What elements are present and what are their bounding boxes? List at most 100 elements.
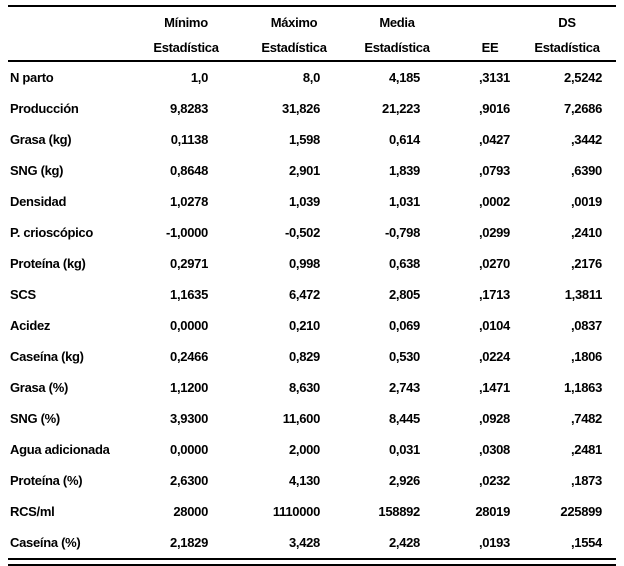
- header-row-stats: Estadística Estadística Estadística EE Estad…: [8, 35, 616, 62]
- value-cell: 1,0278: [170, 194, 208, 209]
- value-cell: 6,472: [288, 287, 320, 302]
- value-cell: 1,3811: [564, 287, 603, 302]
- header-group-media: Media: [379, 15, 415, 30]
- header-stat-estadistica-2: Estadística: [242, 35, 346, 62]
- row-label: SNG (%): [10, 411, 60, 426]
- value-cell: 0,069: [388, 318, 420, 333]
- value-cell: 11,600: [282, 411, 321, 426]
- value-cell: 2,1829: [130, 527, 242, 560]
- value-cell: 158892: [378, 504, 420, 519]
- value-cell: 2,743: [388, 380, 420, 395]
- table-row-proteina: Proteína (%) 2,6300 4,130 2,926 ,0232 ,1873: [8, 465, 616, 496]
- value-cell: ,2410: [570, 225, 602, 240]
- value-cell: 21,223: [382, 101, 420, 116]
- table-row-rcs-ml: RCS/ml 28000 1110000 158892 28019 225899: [8, 496, 616, 527]
- value-cell: 225899: [560, 504, 602, 519]
- row-label: Grasa (kg): [10, 132, 72, 147]
- header-stat-estadistica-3: Estadística: [346, 35, 448, 62]
- value-cell: 2,5242: [564, 70, 602, 85]
- header-stat-ee-4: EE: [448, 35, 532, 62]
- descriptive-statistics-table: Mínimo Máximo Media DS Estadística Estadísti…: [8, 5, 616, 560]
- table-row-scs: SCS 1,1635 6,472 2,805 ,1713 1,3811: [8, 279, 616, 310]
- row-label: P. crioscópico: [10, 225, 93, 240]
- table-row-n-parto: N parto 1,0 8,0 4,185 ,3131 2,5242: [8, 61, 616, 93]
- table-row-sng-kg: SNG (kg) 0,8648 2,901 1,839 ,0793 ,6390: [8, 155, 616, 186]
- value-cell: ,3442: [570, 132, 602, 147]
- value-cell: 28019: [475, 504, 510, 519]
- table-row-grasa: Grasa (%) 1,1200 8,630 2,743 ,1471 1,1863: [8, 372, 616, 403]
- table-header: Mínimo Máximo Media DS Estadística Estadísti…: [8, 6, 616, 62]
- value-cell: 2,926: [388, 473, 420, 488]
- row-label: Caseína (%): [8, 527, 130, 560]
- row-label: N parto: [10, 70, 54, 85]
- value-cell: ,0793: [478, 163, 510, 178]
- value-cell: 1,1863: [564, 380, 602, 395]
- value-cell: -0,502: [284, 225, 320, 240]
- value-cell: 2,000: [288, 442, 320, 457]
- table-row-sng: SNG (%) 3,9300 11,600 8,445 ,0928 ,7482: [8, 403, 616, 434]
- row-label: Agua adicionada: [10, 442, 110, 457]
- value-cell: 0,210: [288, 318, 320, 333]
- value-cell: ,1554: [532, 527, 616, 560]
- value-cell: 1,598: [288, 132, 320, 147]
- row-label: RCS/ml: [10, 504, 55, 519]
- value-cell: ,6390: [570, 163, 602, 178]
- value-cell: 0,031: [388, 442, 420, 457]
- header-group-maximo: Máximo: [270, 15, 318, 30]
- value-cell: ,0427: [478, 132, 510, 147]
- value-cell: ,2176: [570, 256, 602, 271]
- value-cell: 0,829: [288, 349, 320, 364]
- value-cell: ,0019: [570, 194, 602, 209]
- value-cell: 3,428: [242, 527, 346, 560]
- value-cell: 1,039: [288, 194, 320, 209]
- value-cell: 1,031: [388, 194, 420, 209]
- header-group-empty: [448, 6, 532, 35]
- value-cell: 0,0000: [170, 318, 208, 333]
- table-row-densidad: Densidad 1,0278 1,039 1,031 ,0002 ,0019: [8, 186, 616, 217]
- value-cell: 1110000: [272, 504, 320, 519]
- row-label: Grasa (%): [10, 380, 68, 395]
- value-cell: 1,0: [190, 70, 208, 85]
- value-cell: ,0104: [478, 318, 510, 333]
- value-cell: ,1873: [570, 473, 602, 488]
- table-body: N parto 1,0 8,0 4,185 ,3131 2,5242 Producción 9…: [8, 61, 616, 560]
- table-row-produccion: Producción 9,8283 31,826 21,223 ,9016 7,2686: [8, 93, 616, 124]
- value-cell: ,0232: [478, 473, 510, 488]
- header-group-minimo: Mínimo: [164, 15, 208, 30]
- header-stat-empty-0: [8, 35, 130, 62]
- value-cell: ,0270: [478, 256, 510, 271]
- value-cell: ,3131: [478, 70, 510, 85]
- value-cell: -0,798: [384, 225, 420, 240]
- value-cell: 0,638: [388, 256, 420, 271]
- table-row-grasa-kg: Grasa (kg) 0,1138 1,598 0,614 ,0427 ,3442: [8, 124, 616, 155]
- value-cell: ,7482: [570, 411, 602, 426]
- row-label: Proteína (%): [10, 473, 83, 488]
- table-row-agua-adicionada: Agua adicionada 0,0000 2,000 0,031 ,0308 ,248…: [8, 434, 616, 465]
- value-cell: ,1713: [478, 287, 510, 302]
- table-row-p-crioscopico: P. crioscópico -1,0000 -0,502 -0,798 ,0299 ,2…: [8, 217, 616, 248]
- value-cell: ,0002: [478, 194, 510, 209]
- value-cell: ,9016: [478, 101, 510, 116]
- row-label: SCS: [10, 287, 36, 302]
- value-cell: 28000: [173, 504, 208, 519]
- header-stat-estadistica-5: Estadística: [532, 35, 616, 62]
- header-stat-estadistica-1: Estadística: [130, 35, 242, 62]
- value-cell: 0,2466: [170, 349, 208, 364]
- value-cell: 1,1635: [170, 287, 208, 302]
- value-cell: 4,185: [388, 70, 420, 85]
- table-row-proteina-kg: Proteína (kg) 0,2971 0,998 0,638 ,0270 ,2176: [8, 248, 616, 279]
- row-label: Proteína (kg): [10, 256, 86, 271]
- value-cell: 0,2971: [170, 256, 208, 271]
- value-cell: 0,614: [388, 132, 420, 147]
- row-label: Densidad: [10, 194, 67, 209]
- value-cell: ,0308: [478, 442, 510, 457]
- value-cell: 1,1200: [170, 380, 208, 395]
- value-cell: 2,901: [288, 163, 320, 178]
- value-cell: 9,8283: [170, 101, 208, 116]
- value-cell: 0,998: [288, 256, 320, 271]
- value-cell: ,1806: [570, 349, 602, 364]
- table-row-caseina: Caseína (%) 2,1829 3,428 2,428,0193,1554: [8, 527, 616, 560]
- header-group-ds: DS: [558, 15, 576, 30]
- value-cell: 2,805: [388, 287, 420, 302]
